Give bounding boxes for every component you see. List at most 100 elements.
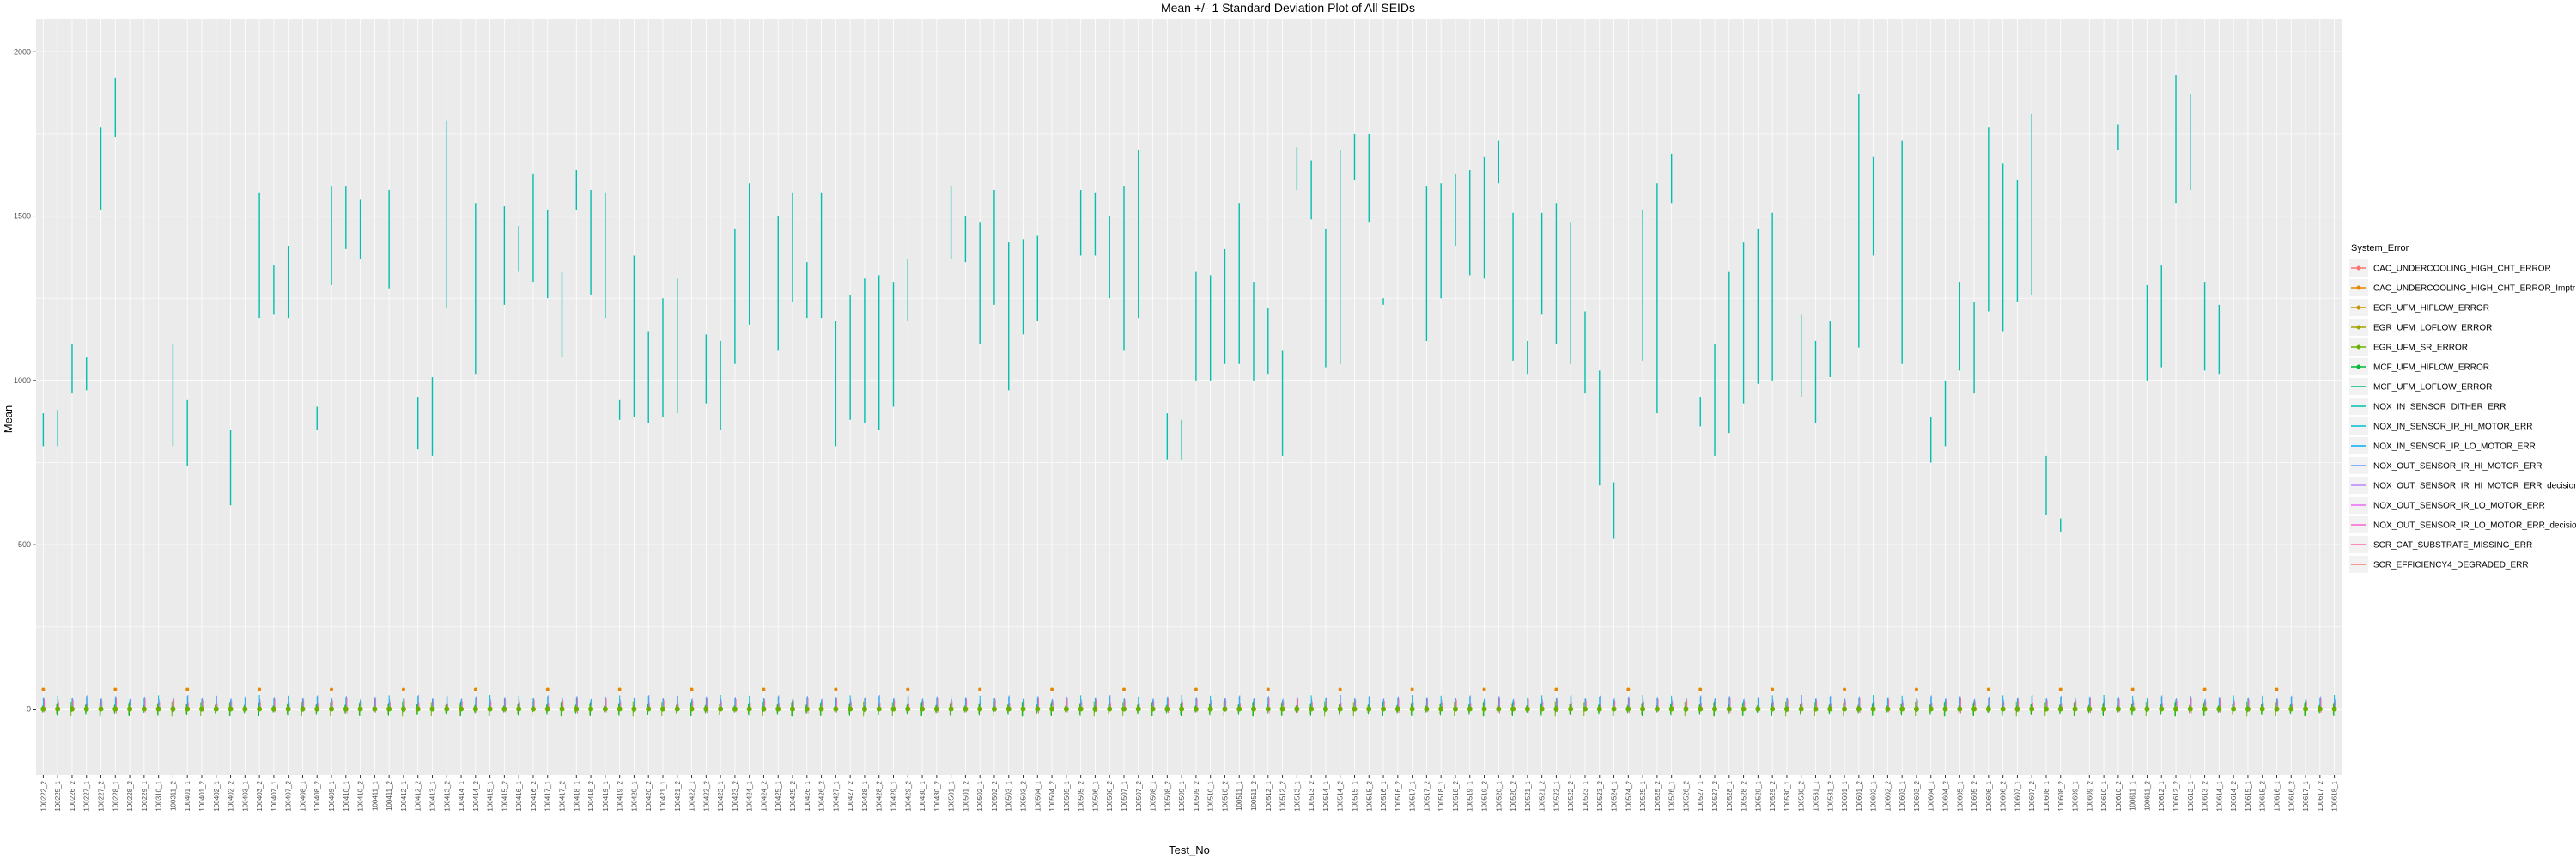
x-tick-label: 100413_1	[428, 780, 436, 811]
x-tick-label: 100509_2	[1193, 780, 1200, 811]
point-egr-sr	[1553, 706, 1559, 712]
y-axis-title: Mean	[2, 405, 15, 434]
y-tick-label: 2000	[14, 47, 31, 56]
point-egr-sr	[804, 706, 810, 712]
point-egr-hiflow	[1554, 687, 1558, 691]
point-egr-sr	[1222, 706, 1228, 712]
point-egr-sr	[242, 706, 248, 712]
x-tick-label: 100603_2	[1913, 780, 1921, 811]
point-egr-sr	[2288, 706, 2294, 712]
point-egr-sr	[1107, 706, 1113, 712]
x-tick-label: 100417_1	[544, 780, 552, 811]
point-egr-sr	[2187, 706, 2193, 712]
point-egr-sr	[963, 706, 969, 712]
x-tick-label: 100604_1	[1928, 780, 1935, 811]
point-egr-sr	[1640, 706, 1646, 712]
point-egr-hiflow	[906, 687, 910, 691]
point-egr-hiflow	[1050, 687, 1054, 691]
point-egr-sr	[257, 706, 263, 712]
x-tick-label: 100512_2	[1279, 780, 1287, 811]
x-tick-label: 100411_2	[386, 780, 393, 811]
point-egr-sr	[732, 706, 738, 712]
x-tick-label: 100427_1	[832, 780, 840, 811]
point-egr-hiflow	[1410, 687, 1414, 691]
x-tick-label: 100422_1	[689, 780, 696, 811]
legend-label: SCR_CAT_SUBSTRATE_MISSING_ERR	[2373, 541, 2532, 551]
x-tick-label: 100503_2	[1020, 780, 1028, 811]
legend-label: CAC_UNDERCOOLING_HIGH_CHT_ERROR	[2373, 265, 2551, 274]
point-egr-sr	[703, 706, 709, 712]
legend-item: MCF_UFM_HIFLOW_ERROR	[2349, 358, 2489, 375]
x-tick-label: 100403_1	[241, 780, 249, 811]
point-egr-sr	[2259, 706, 2265, 712]
point-egr-sr	[1885, 706, 1891, 712]
x-tick-label: 100612_1	[2158, 780, 2166, 811]
y-axis: 0 500 1000 1500 2000	[14, 47, 36, 713]
legend-point	[2356, 325, 2361, 330]
x-tick-label: 100519_2	[1481, 780, 1489, 811]
x-tick-label: 100601_1	[1841, 780, 1849, 811]
point-egr-sr	[459, 706, 465, 712]
x-axis: 100222_2 100225_1 100226_2 100227_1 100227_2…	[39, 775, 2339, 812]
x-tick-label: 100507_1	[1121, 780, 1128, 811]
point-egr-sr	[112, 706, 118, 712]
x-tick-label: 100605_2	[1971, 780, 1978, 811]
point-egr-sr	[1770, 706, 1776, 712]
point-egr-sr	[689, 706, 695, 712]
point-egr-sr	[2317, 706, 2323, 712]
point-egr-hiflow	[1338, 687, 1342, 691]
point-egr-sr	[948, 706, 954, 712]
point-egr-sr	[1741, 706, 1747, 712]
point-egr-sr	[574, 706, 580, 712]
point-egr-sr	[1611, 706, 1617, 712]
point-egr-hiflow	[185, 687, 190, 691]
point-egr-sr	[905, 706, 911, 712]
point-egr-hiflow	[690, 687, 694, 691]
x-tick-label: 100518_2	[1452, 780, 1460, 811]
point-egr-sr	[228, 706, 234, 712]
point-egr-sr	[861, 706, 867, 712]
x-tick-label: 100514_2	[1337, 780, 1345, 811]
x-tick-label: 100506_2	[1106, 780, 1114, 811]
legend-label: EGR_UFM_LOFLOW_ERROR	[2373, 324, 2492, 333]
x-tick-label: 100402_1	[213, 780, 221, 811]
point-egr-hiflow	[1482, 687, 1486, 691]
legend-item: CAC_UNDERCOOLING_HIGH_CHT_ERROR	[2349, 259, 2551, 277]
point-egr-sr	[98, 706, 104, 712]
point-egr-sr	[659, 706, 665, 712]
legend-label: NOX_IN_SENSOR_DITHER_ERR	[2373, 403, 2506, 412]
point-egr-hiflow	[1914, 687, 1918, 691]
point-egr-hiflow	[258, 687, 262, 691]
x-tick-label: 100511_1	[1236, 780, 1243, 811]
point-egr-hiflow	[1266, 687, 1270, 691]
legend-label: EGR_UFM_HIFLOW_ERROR	[2373, 304, 2489, 314]
point-egr-sr	[1899, 706, 1905, 712]
point-egr-sr	[1424, 706, 1430, 712]
x-tick-label: 100505_2	[1078, 780, 1085, 811]
point-egr-sr	[1683, 706, 1689, 712]
point-egr-sr	[890, 706, 896, 712]
x-tick-label: 100430_1	[919, 780, 927, 811]
point-egr-hiflow	[2058, 687, 2063, 691]
x-tick-label: 100227_2	[98, 780, 106, 811]
point-egr-sr	[386, 706, 392, 712]
point-egr-sr	[933, 706, 939, 712]
x-tick-label: 100609_2	[2086, 780, 2093, 811]
point-egr-sr	[1193, 706, 1199, 712]
legend-item: EGR_UFM_LOFLOW_ERROR	[2349, 319, 2492, 336]
x-tick-label: 100522_2	[1567, 780, 1575, 811]
point-egr-sr	[818, 706, 824, 712]
legend-item: MCF_UFM_LOFLOW_ERROR	[2349, 378, 2492, 395]
point-egr-sr	[170, 706, 176, 712]
point-egr-sr	[501, 706, 507, 712]
point-egr-hiflow	[1121, 687, 1126, 691]
point-egr-sr	[2029, 706, 2035, 712]
point-egr-sr	[1279, 706, 1285, 712]
point-egr-sr	[1842, 706, 1848, 712]
point-egr-sr	[2245, 706, 2251, 712]
chart-marks	[40, 75, 2337, 717]
x-tick-label: 100403_2	[256, 780, 264, 811]
x-tick-label: 100607_1	[2014, 780, 2021, 811]
point-egr-sr	[285, 706, 291, 712]
x-tick-label: 100516_1	[1380, 780, 1388, 811]
